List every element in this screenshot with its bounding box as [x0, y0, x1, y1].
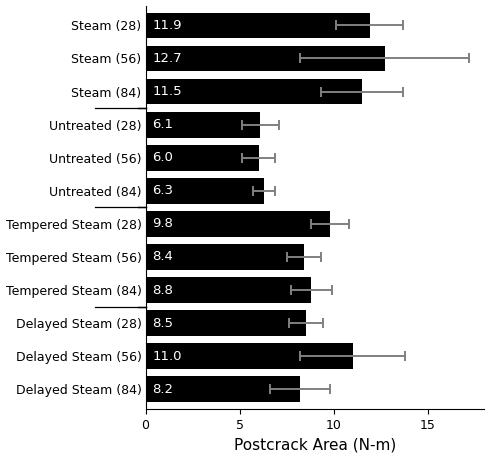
Text: 9.8: 9.8	[152, 218, 173, 230]
Text: 11.5: 11.5	[152, 85, 182, 98]
Text: 6.0: 6.0	[152, 151, 173, 164]
Text: 11.0: 11.0	[152, 350, 182, 363]
Text: 8.8: 8.8	[152, 284, 173, 297]
Text: 8.4: 8.4	[152, 251, 173, 263]
Bar	[146, 376, 300, 402]
Bar	[146, 211, 330, 237]
Bar	[146, 310, 306, 336]
Bar	[146, 79, 362, 104]
Bar	[146, 12, 369, 38]
Bar	[146, 244, 304, 270]
Text: 8.2: 8.2	[152, 383, 173, 396]
X-axis label: Postcrack Area (N-m): Postcrack Area (N-m)	[234, 437, 396, 453]
Text: 6.1: 6.1	[152, 118, 173, 131]
Text: 8.5: 8.5	[152, 316, 173, 330]
Bar	[146, 344, 353, 369]
Bar	[146, 112, 260, 137]
Bar	[146, 178, 264, 204]
Bar	[146, 46, 385, 71]
Text: 11.9: 11.9	[152, 19, 182, 32]
Text: 6.3: 6.3	[152, 184, 173, 197]
Bar	[146, 277, 311, 303]
Text: 12.7: 12.7	[152, 52, 182, 65]
Bar	[146, 145, 259, 171]
